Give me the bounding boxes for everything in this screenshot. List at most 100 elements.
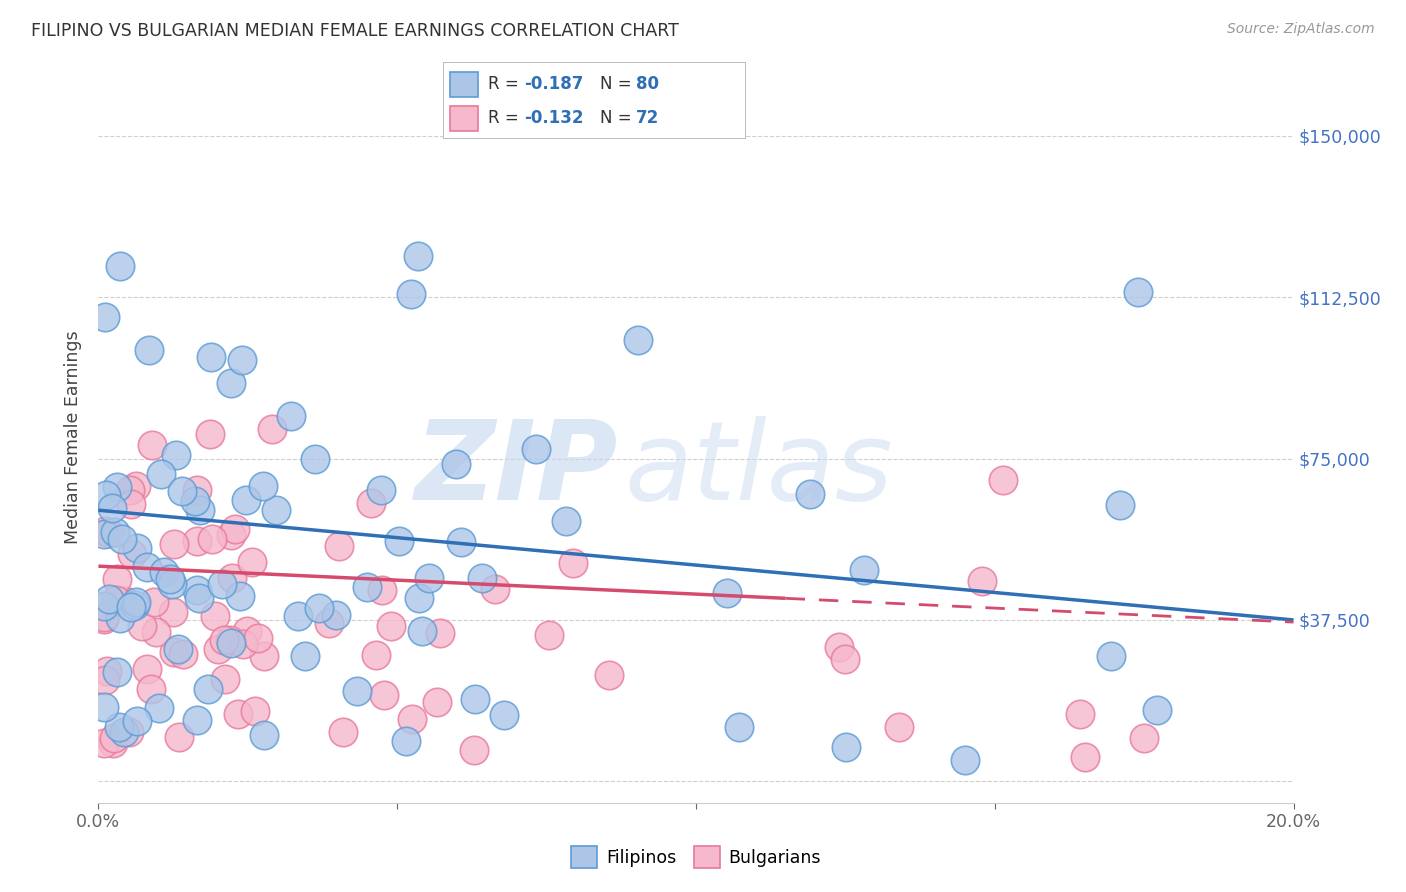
Point [727, 720, 749, 734]
Point [172, 647, 194, 661]
Point [93, 526, 115, 541]
Point [955, 753, 977, 767]
Point [101, 736, 124, 750]
Point [94, 673, 117, 687]
Point [93, 610, 115, 624]
Point [554, 514, 576, 528]
Point [598, 668, 620, 682]
Point [105, 572, 128, 586]
Text: N =: N = [600, 109, 637, 127]
Point [212, 632, 235, 647]
Point [184, 493, 207, 508]
Point [360, 496, 382, 510]
Point [93, 736, 115, 750]
Point [1109, 498, 1132, 512]
Point [253, 649, 276, 664]
Point [93, 524, 115, 539]
Point [716, 586, 738, 600]
Point [408, 591, 430, 606]
Point [101, 501, 124, 516]
Point [221, 528, 243, 542]
Point [214, 673, 236, 687]
Point [186, 582, 208, 597]
Text: ZIP: ZIP [415, 417, 619, 524]
Point [127, 541, 149, 556]
Point [240, 555, 263, 569]
Point [834, 652, 856, 666]
Point [98, 591, 121, 606]
Point [972, 574, 994, 588]
Point [294, 649, 316, 664]
Point [163, 537, 186, 551]
Point [124, 595, 146, 609]
Point [264, 503, 287, 517]
Point [304, 451, 326, 466]
Point [160, 577, 183, 591]
Point [219, 636, 242, 650]
Point [136, 560, 159, 574]
Point [828, 640, 851, 654]
Point [114, 594, 136, 608]
Point [125, 479, 148, 493]
Point [141, 438, 163, 452]
Point [108, 611, 131, 625]
Point [1074, 749, 1097, 764]
Point [127, 714, 149, 728]
Point [232, 637, 254, 651]
Point [562, 556, 585, 570]
Point [201, 532, 224, 546]
Point [346, 684, 368, 698]
Point [1132, 731, 1154, 745]
Point [93, 699, 115, 714]
Point [627, 333, 650, 347]
Point [524, 442, 547, 456]
Text: 80: 80 [637, 75, 659, 93]
Point [799, 486, 821, 500]
Point [418, 571, 440, 585]
Point [373, 688, 395, 702]
Point [332, 725, 354, 739]
Point [318, 616, 340, 631]
Point [308, 601, 330, 615]
Point [186, 533, 208, 548]
Point [835, 740, 858, 755]
Point [105, 665, 128, 680]
Point [537, 628, 560, 642]
Point [328, 539, 350, 553]
Point [229, 590, 252, 604]
Point [186, 483, 208, 498]
Point [235, 492, 257, 507]
Point [1069, 707, 1091, 722]
Point [219, 376, 242, 390]
Point [395, 733, 418, 747]
Point [444, 457, 467, 471]
Text: FILIPINO VS BULGARIAN MEDIAN FEMALE EARNINGS CORRELATION CHART: FILIPINO VS BULGARIAN MEDIAN FEMALE EARN… [31, 22, 679, 40]
Point [371, 582, 394, 597]
Point [94, 310, 117, 324]
Point [356, 580, 378, 594]
Point [188, 591, 211, 606]
Point [401, 712, 423, 726]
Point [1099, 649, 1122, 664]
Point [136, 662, 159, 676]
Point [245, 704, 267, 718]
Point [204, 609, 226, 624]
Point [108, 260, 131, 274]
Point [159, 572, 181, 586]
Text: R =: R = [488, 109, 524, 127]
Point [139, 681, 162, 696]
Point [165, 448, 187, 462]
Point [494, 708, 516, 723]
Point [93, 612, 115, 626]
Point [406, 249, 429, 263]
Point [411, 624, 433, 639]
Point [426, 695, 449, 709]
Point [399, 287, 422, 301]
Point [484, 582, 506, 596]
Legend: Filipinos, Bulgarians: Filipinos, Bulgarians [564, 839, 828, 874]
Point [167, 642, 190, 657]
Point [131, 619, 153, 633]
Point [471, 571, 494, 585]
Point [207, 641, 229, 656]
Point [118, 725, 141, 739]
